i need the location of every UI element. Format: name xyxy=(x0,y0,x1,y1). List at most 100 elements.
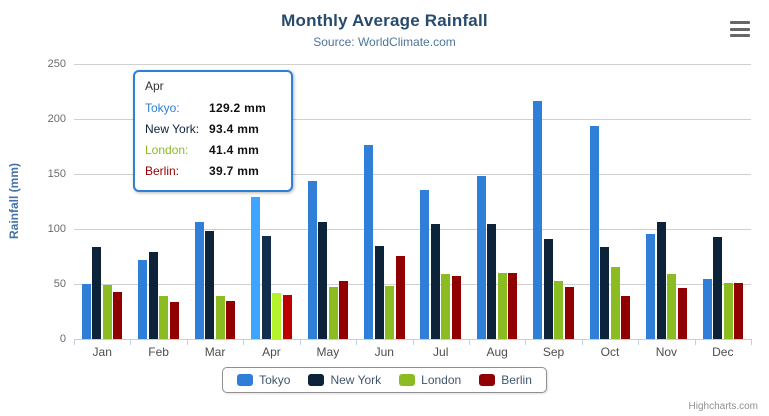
x-axis-label: Nov xyxy=(655,345,678,359)
bar-london-apr[interactable] xyxy=(272,293,282,339)
x-axis-label: Oct xyxy=(600,345,620,359)
hamburger-menu-icon xyxy=(730,27,750,31)
bar-london-jan[interactable] xyxy=(102,285,112,339)
plot-area xyxy=(74,64,751,339)
tooltip-row: Tokyo: 129.2 mm xyxy=(145,98,281,119)
gridline xyxy=(74,119,751,120)
bar-new-york-aug[interactable] xyxy=(487,224,497,339)
legend-label: New York xyxy=(330,373,382,387)
legend-swatch xyxy=(308,374,325,386)
y-axis-label: 150 xyxy=(47,168,66,180)
bar-tokyo-jul[interactable] xyxy=(420,189,430,339)
bar-berlin-oct[interactable] xyxy=(621,296,631,339)
bar-tokyo-mar[interactable] xyxy=(194,221,204,339)
bar-london-dec[interactable] xyxy=(723,282,733,339)
tooltip-row: New York: 93.4 mm xyxy=(145,119,281,140)
x-axis-tick xyxy=(581,340,583,345)
bar-berlin-aug[interactable] xyxy=(508,272,518,339)
bar-london-sep[interactable] xyxy=(554,281,564,339)
x-axis-label: Apr xyxy=(262,345,281,359)
bar-london-mar[interactable] xyxy=(215,295,225,339)
bar-tokyo-nov[interactable] xyxy=(646,233,656,339)
bar-new-york-nov[interactable] xyxy=(656,221,666,339)
bar-london-feb[interactable] xyxy=(159,296,169,339)
x-axis-label: Jun xyxy=(374,345,394,359)
tooltip-series-name: Berlin: xyxy=(145,164,180,178)
x-axis-label: Sep xyxy=(542,345,565,359)
bar-new-york-oct[interactable] xyxy=(600,247,610,339)
legend-label: London xyxy=(421,373,462,387)
bar-berlin-nov[interactable] xyxy=(677,287,687,339)
x-axis-tick xyxy=(694,340,696,345)
tooltip-series-name: London: xyxy=(145,143,189,157)
gridline xyxy=(74,229,751,230)
bar-tokyo-sep[interactable] xyxy=(533,100,543,339)
x-axis-tick xyxy=(186,340,188,345)
bar-new-york-dec[interactable] xyxy=(713,237,723,339)
hamburger-menu-icon xyxy=(730,21,750,24)
bar-tokyo-feb[interactable] xyxy=(138,260,148,339)
bar-berlin-sep[interactable] xyxy=(564,286,574,339)
bar-new-york-feb[interactable] xyxy=(148,252,158,339)
y-axis-label: 0 xyxy=(59,333,66,345)
legend-item-london[interactable]: London xyxy=(399,373,461,387)
export-menu-button[interactable] xyxy=(730,21,750,37)
bar-new-york-sep[interactable] xyxy=(543,238,553,339)
bar-berlin-dec[interactable] xyxy=(734,282,744,339)
chart-title: Monthly Average Rainfall xyxy=(281,11,488,30)
bar-new-york-jun[interactable] xyxy=(374,246,384,339)
bar-london-jul[interactable] xyxy=(441,274,451,339)
x-axis-tick xyxy=(525,340,527,345)
bar-tokyo-jun[interactable] xyxy=(364,145,374,339)
bar-london-jun[interactable] xyxy=(385,285,395,339)
bar-berlin-jul[interactable] xyxy=(451,275,461,339)
y-axis-label: 50 xyxy=(53,278,66,290)
legend: Tokyo New York London Berlin xyxy=(0,367,769,393)
bar-new-york-may[interactable] xyxy=(318,222,328,339)
legend-item-berlin[interactable]: Berlin xyxy=(479,373,532,387)
x-axis-tick xyxy=(74,340,75,345)
bar-berlin-feb[interactable] xyxy=(169,302,179,339)
x-axis-label: Aug xyxy=(486,345,508,359)
tooltip-series-value: 41.4 mm xyxy=(209,143,260,157)
bar-new-york-jan[interactable] xyxy=(92,247,102,339)
x-axis-label: May xyxy=(316,345,340,359)
bar-london-nov[interactable] xyxy=(667,273,677,339)
bar-berlin-jun[interactable] xyxy=(395,255,405,339)
bar-tokyo-may[interactable] xyxy=(307,180,317,339)
gridline xyxy=(74,64,751,65)
chart-subtitle: Source: WorldClimate.com xyxy=(313,35,456,49)
x-axis-tick xyxy=(638,340,640,345)
bar-tokyo-jan[interactable] xyxy=(81,284,91,339)
bar-tokyo-aug[interactable] xyxy=(476,175,486,339)
bar-new-york-mar[interactable] xyxy=(205,230,215,339)
legend-item-new-york[interactable]: New York xyxy=(308,373,381,387)
x-axis-line xyxy=(74,339,752,340)
bar-tokyo-apr[interactable] xyxy=(251,196,261,339)
x-axis-label: Feb xyxy=(148,345,169,359)
bar-new-york-apr[interactable] xyxy=(261,236,271,339)
x-axis-tick xyxy=(299,340,301,345)
y-axis-label: 250 xyxy=(47,58,66,70)
bar-london-oct[interactable] xyxy=(610,267,620,339)
x-axis-tick xyxy=(356,340,358,345)
bar-london-may[interactable] xyxy=(328,287,338,339)
bar-london-aug[interactable] xyxy=(497,273,507,339)
tooltip-series-value: 39.7 mm xyxy=(209,164,260,178)
tooltip: Apr Tokyo: 129.2 mm New York: 93.4 mm London… xyxy=(133,70,293,192)
bar-new-york-jul[interactable] xyxy=(430,223,440,339)
bar-tokyo-dec[interactable] xyxy=(702,279,712,339)
bar-berlin-may[interactable] xyxy=(339,281,349,339)
legend-item-tokyo[interactable]: Tokyo xyxy=(237,373,290,387)
bar-tokyo-oct[interactable] xyxy=(589,125,599,339)
bar-berlin-jan[interactable] xyxy=(113,292,123,339)
tooltip-rows: Tokyo: 129.2 mm New York: 93.4 mm London: 41.… xyxy=(145,98,281,182)
credits-link[interactable]: Highcharts.com xyxy=(688,401,758,412)
x-axis-label: Jul xyxy=(433,345,449,359)
bar-berlin-mar[interactable] xyxy=(226,301,236,339)
gridline xyxy=(74,174,751,175)
legend-box: Tokyo New York London Berlin xyxy=(222,367,547,393)
bar-berlin-apr[interactable] xyxy=(282,295,292,339)
tooltip-row: London: 41.4 mm xyxy=(145,140,281,161)
